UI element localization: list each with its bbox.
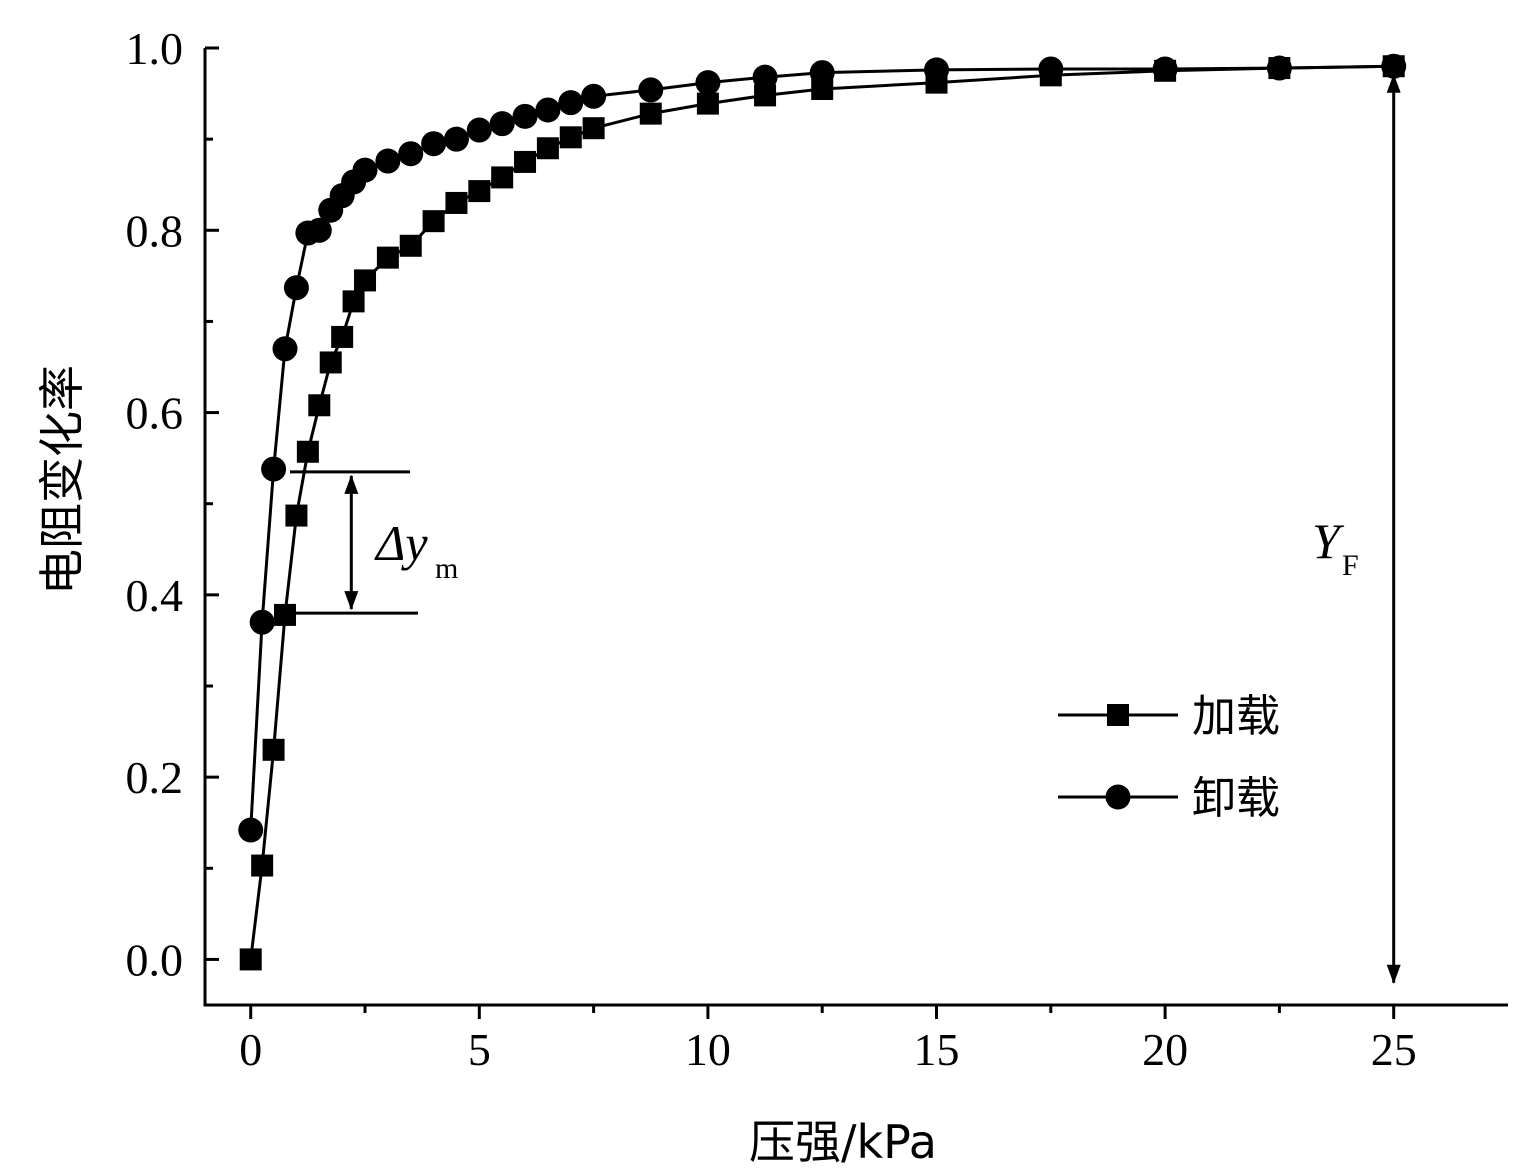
data-point-circle: [1381, 53, 1407, 79]
yf-arrow-down-head: [1386, 964, 1401, 984]
data-point-circle: [238, 817, 264, 843]
data-point-circle: [535, 97, 561, 123]
data-point-circle: [306, 217, 332, 243]
data-point-circle: [752, 64, 778, 90]
series-circle: [238, 53, 1407, 843]
legend-item-circle: 卸载: [1058, 773, 1280, 824]
data-point-circle: [1038, 56, 1064, 82]
data-point-square: [399, 234, 422, 257]
data-point-square: [342, 290, 365, 313]
data-point-square: [559, 126, 582, 149]
data-point-square: [376, 246, 399, 269]
data-point-square: [296, 440, 319, 463]
data-point-circle: [489, 111, 515, 137]
y-tick-label: 1.0: [126, 23, 184, 74]
delta-ym-label: Δy: [374, 515, 428, 571]
data-point-circle: [398, 141, 424, 167]
series-layer: [238, 53, 1407, 971]
data-point-square: [639, 102, 662, 125]
series-line-square: [249, 64, 1394, 960]
data-point-square: [308, 394, 331, 417]
data-point-square: [319, 351, 342, 374]
legend-marker-circle: [1105, 784, 1131, 810]
data-point-square: [262, 738, 285, 761]
data-point-circle: [352, 157, 378, 183]
data-point-circle: [283, 275, 309, 301]
data-point-square: [239, 948, 262, 971]
data-point-circle: [421, 131, 447, 157]
data-point-circle: [638, 77, 664, 103]
delta-ym-subscript: m: [435, 552, 458, 585]
data-point-square: [422, 210, 445, 233]
x-tick-label: 15: [914, 1024, 960, 1075]
data-point-circle: [375, 148, 401, 174]
legend-label: 加载: [1192, 691, 1280, 742]
y-tick-label: 0.0: [126, 934, 184, 985]
delta-arrow-down-head: [344, 591, 359, 611]
data-point-square: [514, 150, 537, 173]
x-tick-label: 5: [468, 1024, 491, 1075]
data-point-circle: [249, 609, 275, 635]
x-tick-label: 25: [1371, 1024, 1417, 1075]
data-point-square: [331, 325, 354, 348]
x-tick-label: 20: [1142, 1024, 1188, 1075]
yf-label: Y: [1312, 513, 1345, 569]
data-point-circle: [809, 60, 835, 86]
data-point-square: [285, 504, 308, 527]
data-point-circle: [558, 90, 584, 116]
data-point-circle: [1266, 55, 1292, 81]
legend-item-square: 加载: [1058, 691, 1280, 742]
axes-layer: 0 5 10 15 20 25 0.0 0.2 0.4 0.6 0.8 1.0: [126, 23, 1508, 1075]
legend-marker-square: [1107, 704, 1129, 726]
axis-frame: [203, 48, 1508, 1007]
data-point-square: [251, 854, 274, 877]
data-point-square: [354, 269, 377, 292]
x-axis-title: 压强/kPa: [749, 1115, 937, 1169]
data-point-circle: [261, 456, 287, 482]
data-point-square: [468, 180, 491, 203]
yf-subscript: F: [1342, 549, 1359, 582]
y-tick-label: 0.8: [126, 205, 184, 256]
yf-arrow-up-head: [1386, 73, 1401, 93]
data-point-circle: [272, 336, 298, 362]
data-point-circle: [695, 70, 721, 96]
data-point-square: [582, 117, 605, 140]
y-tick-label: 0.6: [126, 388, 184, 439]
series-square: [239, 55, 1405, 971]
data-point-circle: [924, 57, 950, 83]
legend-label: 卸载: [1192, 773, 1280, 824]
data-point-square: [696, 92, 719, 115]
data-point-square: [536, 137, 559, 160]
x-tick-label: 0: [239, 1024, 262, 1075]
y-tick-label: 0.2: [126, 752, 184, 803]
y-axis-title: 电阻变化率: [35, 365, 89, 595]
data-point-square: [754, 84, 777, 107]
data-point-circle: [512, 103, 538, 129]
data-point-circle: [581, 83, 607, 109]
y-tick-label: 0.4: [126, 570, 184, 621]
data-point-circle: [1152, 56, 1178, 82]
data-point-square: [445, 191, 468, 214]
data-point-square: [491, 166, 514, 189]
x-tick-label: 10: [685, 1024, 731, 1075]
data-point-square: [274, 603, 297, 626]
data-point-circle: [443, 126, 469, 152]
annotation-layer: Δy m Y F: [290, 73, 1401, 984]
data-point-circle: [466, 117, 492, 143]
delta-arrow-up-head: [344, 474, 359, 494]
